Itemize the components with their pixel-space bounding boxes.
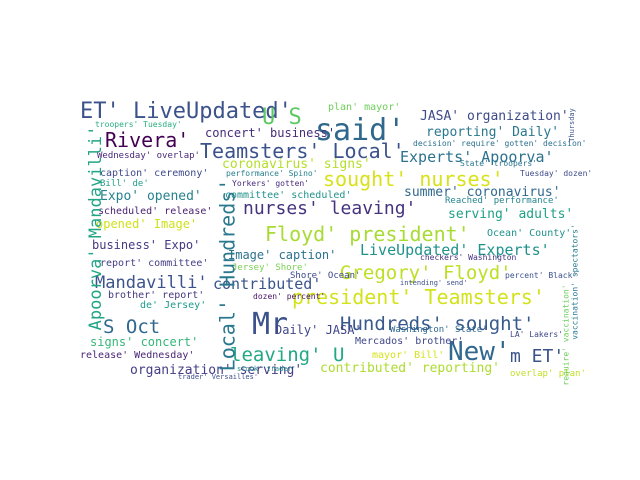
word: ET' LiveUpdated' [80, 99, 292, 124]
word: Teamsters' Local' [200, 139, 405, 163]
word: m ET' [510, 346, 564, 367]
word: vaccination' spectators' [571, 224, 580, 340]
word: dozen' percent' [253, 292, 325, 301]
word: Wednesday' overlap' [97, 151, 200, 161]
word: Jersey' Shore' [232, 263, 308, 273]
word: New' [448, 337, 511, 367]
word: require' vaccination' [562, 284, 571, 385]
word: concert' business' [205, 126, 335, 140]
word: troopers' Tuesday' [95, 120, 182, 129]
word: Thursday [568, 108, 576, 142]
word: report' committee' [100, 258, 208, 269]
word: Floyd' president' [265, 222, 470, 246]
word: nurses' leaving' [243, 198, 416, 219]
word: Mercados' brother' [355, 336, 463, 347]
word: Local' Hundreds' [216, 179, 240, 372]
word: performance' Spino' [226, 169, 318, 178]
word: plan' mayor' [328, 102, 400, 113]
word: mayor' Bill' [372, 350, 444, 361]
word: Yorkers' gotten' [232, 179, 309, 188]
word: serving' adults' [448, 207, 573, 222]
word: Reached' performance' [445, 196, 559, 206]
word: opened' Image' [96, 217, 197, 231]
word: trader' Versailles' [178, 373, 258, 381]
word: president' Teamsters' [292, 285, 545, 309]
word: said' [315, 113, 405, 148]
word: Washington' State' [390, 325, 488, 335]
word: State' troopers' [460, 159, 537, 168]
word: coronavirus' signs' [222, 157, 371, 172]
word: percent' Black' [505, 271, 577, 280]
word: intending' send' [400, 279, 467, 287]
word: Rivera' [105, 128, 189, 152]
word: LA' Lakers' [510, 330, 563, 339]
word: Expo' opened' [100, 189, 202, 204]
word: scheduled' release' [98, 206, 212, 217]
word: leaving' U [230, 344, 344, 366]
word: stock' trader' [237, 365, 296, 373]
word: Mr [252, 307, 288, 342]
word: decision' require' gotten' decision' [413, 139, 586, 148]
word: de' Jersey' [140, 300, 206, 311]
word: signs' concert' [90, 335, 198, 349]
word: Tuesday' dozen' [520, 169, 592, 178]
word: Hundreds' sought' [340, 313, 534, 335]
word: Daily' JASA' [275, 323, 362, 337]
word: committee' scheduled' [225, 190, 351, 201]
word: LiveUpdated' Experts' [360, 241, 550, 259]
word: reporting' Daily' [426, 125, 559, 140]
word: Image' caption' [228, 248, 336, 262]
word: release' Wednesday' [80, 350, 194, 361]
word: Apoorva' Mandavilli' [86, 126, 106, 331]
word: Ocean' County' [487, 228, 571, 239]
word: overlap' plan' [510, 369, 586, 379]
word: S Oct [103, 316, 160, 338]
word: caption' ceremony' [100, 168, 208, 179]
word: Experts' Apoorva' [400, 148, 554, 166]
word: JASA' organization' [420, 109, 569, 124]
word: Bill' de' [100, 179, 149, 189]
word: sought' nurses' [323, 167, 504, 191]
word: contributed' reporting' [320, 361, 500, 376]
word: business' Expo' [92, 238, 200, 252]
word: checkers' Washington [420, 253, 517, 262]
word: Mandavilli' [95, 273, 208, 293]
word: organization' serving' [130, 363, 302, 378]
word: U S [262, 105, 302, 130]
word: Gregory' Floyd' [340, 262, 512, 284]
word: Shore' Ocean' [290, 271, 360, 281]
word: brother' report' [108, 290, 204, 301]
word: contributed' [213, 275, 321, 293]
word: summer' coronavirus' [404, 185, 561, 200]
